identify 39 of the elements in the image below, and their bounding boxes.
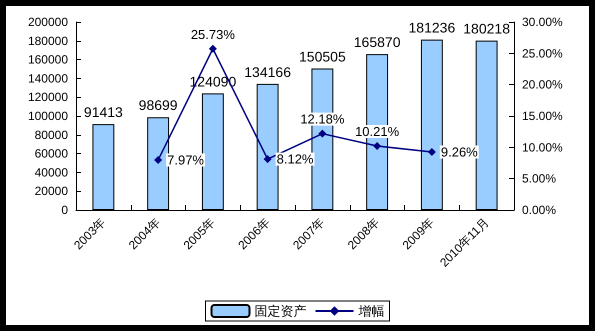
y-tick-label: 100000 [28, 109, 68, 123]
data-label: 134166 [244, 64, 292, 80]
y-tick-label: 40000 [34, 165, 68, 180]
y-tick-label: 200000 [28, 15, 68, 29]
y2-tick-label: 20.00% [522, 78, 564, 92]
y2-tick-label: 30.00% [522, 15, 564, 29]
legend-label: 固定资产 [254, 304, 306, 318]
data-label: 98699 [138, 97, 178, 114]
y-tick-label: 120000 [28, 90, 68, 104]
point [208, 44, 217, 53]
y-tick-label: 60000 [34, 146, 68, 161]
point [428, 148, 436, 156]
y-tick-label: 180000 [28, 34, 68, 48]
point [318, 130, 326, 138]
point [154, 156, 162, 164]
data-label: 25.73% [190, 26, 236, 42]
data-label: 9.26% [440, 144, 478, 160]
legend-label: 增幅 [358, 304, 384, 318]
y2-tick-label: 10.00% [522, 140, 564, 154]
y2-tick-label: 15.00% [522, 109, 564, 123]
data-label: 7.97% [167, 152, 204, 168]
data-label: 12.18% [300, 112, 345, 127]
y2-tick-label: 0.00% [522, 203, 556, 217]
y-tick-label: 20000 [34, 184, 68, 198]
y2-tick-label: 25.00% [522, 46, 564, 60]
data-label: 181236 [408, 20, 456, 36]
y2-tick-label: 5.00% [522, 172, 556, 186]
data-label: 150505 [299, 48, 346, 65]
data-label: 10.21% [355, 124, 400, 140]
data-label: 8.12% [276, 152, 314, 167]
data-label: 91413 [84, 104, 124, 120]
data-label: 165870 [354, 34, 401, 50]
y-tick-label: 160000 [28, 52, 68, 67]
y-tick-label: 0 [61, 203, 68, 217]
y-tick-label: 80000 [34, 128, 68, 142]
y-tick-label: 140000 [28, 71, 68, 86]
point [373, 142, 382, 150]
data-label: 180218 [463, 20, 510, 37]
point [264, 155, 272, 164]
